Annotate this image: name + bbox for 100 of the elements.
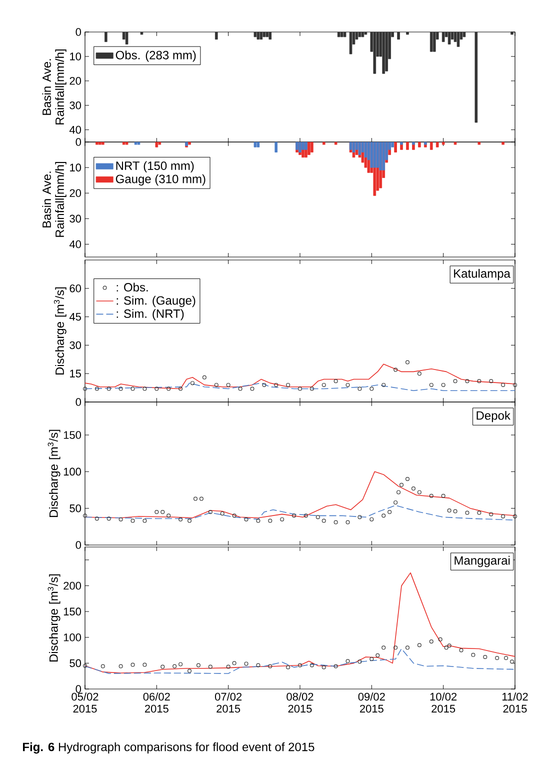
- point: [238, 386, 242, 391]
- point: [82, 386, 87, 391]
- point: [405, 646, 410, 650]
- point: [396, 490, 401, 494]
- point: [310, 663, 314, 668]
- point: [106, 516, 111, 521]
- y-tick-label: 30: [70, 214, 82, 223]
- point: [172, 664, 177, 668]
- point: [465, 379, 470, 384]
- y-tick-label: 0: [76, 138, 82, 146]
- y-tick-label: 0: [76, 685, 82, 693]
- y-tick-label: 50: [70, 659, 82, 668]
- point: [286, 665, 290, 670]
- point: [382, 514, 386, 518]
- x-tick-label: 07/02 2015: [214, 692, 242, 713]
- point: [226, 664, 230, 669]
- point: [190, 381, 194, 386]
- point: [178, 662, 183, 666]
- y-axis-title: Discharge [m$^{3}$/s]: [48, 574, 60, 662]
- point: [334, 379, 338, 384]
- point: [489, 512, 494, 516]
- y-tick-label: 150: [64, 431, 82, 439]
- point: [166, 514, 171, 518]
- point: [166, 386, 171, 391]
- annotation: Manggarai: [454, 556, 510, 568]
- point: [214, 382, 218, 387]
- point: [196, 663, 200, 668]
- point: [394, 368, 398, 372]
- point: [94, 386, 99, 391]
- point: [417, 643, 422, 648]
- y-tick-label: 30: [70, 101, 82, 110]
- point: [226, 382, 230, 387]
- point: [142, 662, 147, 667]
- point: [82, 664, 87, 668]
- point: [316, 515, 320, 520]
- point: [292, 514, 296, 518]
- point: [142, 518, 147, 523]
- point: [346, 659, 350, 664]
- point: [193, 496, 198, 501]
- point: [358, 515, 362, 520]
- point: [280, 517, 284, 522]
- point: [370, 657, 374, 662]
- point: [178, 386, 183, 391]
- x-tick-label: 10/02 2015: [430, 692, 457, 713]
- point: [438, 637, 442, 642]
- y-axis-title: Discharge [m$^{3}$/s]: [54, 287, 66, 374]
- point: [244, 662, 248, 666]
- y-tick-label: 0: [76, 541, 82, 549]
- point: [154, 386, 159, 391]
- y-axis-title: Discharge [m$^{3}$/s]: [48, 430, 60, 517]
- point: [358, 386, 362, 391]
- point: [208, 664, 212, 669]
- point: [346, 520, 350, 524]
- point: [441, 382, 446, 387]
- x-tick-label: 08/02 2015: [286, 692, 314, 713]
- point: [256, 663, 260, 668]
- point: [417, 372, 422, 376]
- point: [501, 514, 506, 518]
- y-tick-label: 150: [64, 608, 82, 616]
- y-tick-label: 20: [70, 77, 82, 85]
- point: [453, 379, 458, 384]
- point: [489, 379, 494, 384]
- point: [220, 511, 224, 516]
- point: [188, 668, 192, 673]
- line-series: [85, 504, 515, 520]
- point: [106, 386, 111, 391]
- point: [447, 644, 452, 648]
- point: [510, 660, 514, 664]
- point: [501, 382, 506, 387]
- point: [394, 646, 398, 650]
- point: [388, 510, 392, 514]
- point: [429, 639, 434, 644]
- point: [202, 375, 206, 380]
- point: [483, 654, 488, 659]
- point: [199, 496, 204, 501]
- point: [244, 517, 248, 522]
- y-axis-title: Basin Ave. Rainfall[mm/h]: [42, 50, 66, 124]
- point: [250, 386, 254, 391]
- point: [322, 382, 326, 387]
- line-series: [85, 572, 515, 674]
- point: [405, 360, 410, 364]
- point: [471, 652, 476, 657]
- point: [512, 514, 517, 518]
- line-series: [85, 382, 515, 392]
- x-tick-label: 11/02 2015: [502, 692, 528, 713]
- point: [94, 516, 99, 521]
- point: [465, 510, 470, 515]
- point: [453, 509, 458, 514]
- point: [118, 664, 123, 668]
- point: [477, 379, 482, 384]
- point: [154, 510, 159, 514]
- legend-label: : Obs.: [116, 282, 148, 292]
- point: [411, 486, 416, 491]
- point: [477, 510, 482, 515]
- y-tick-label: 200: [64, 582, 82, 590]
- text: Fig. 6 Hydrograph comparisons for flood event of 2015: [23, 742, 314, 754]
- line-series: [85, 648, 515, 674]
- point: [370, 386, 374, 391]
- point: [504, 656, 508, 660]
- y-tick-label: 40: [69, 126, 82, 134]
